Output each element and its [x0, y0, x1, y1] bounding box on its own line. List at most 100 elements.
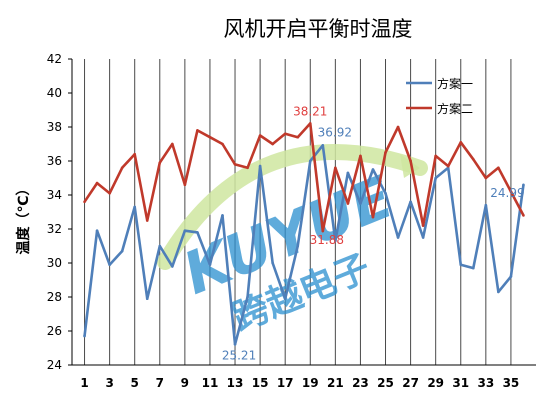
data-point-s2	[258, 134, 262, 137]
data-point-s1	[459, 263, 463, 267]
data-point-s1	[95, 229, 99, 232]
data-point-s1	[371, 168, 375, 171]
data-point-s1	[233, 343, 237, 346]
data-label: 38.21	[293, 104, 327, 118]
data-point-s1	[120, 249, 124, 253]
data-point-s2	[409, 159, 412, 163]
data-point-s2	[334, 166, 337, 170]
data-label: 36.92	[318, 125, 352, 139]
data-point-s1	[171, 265, 174, 268]
data-point-s2	[497, 166, 500, 170]
data-point-s2	[522, 214, 525, 217]
data-point-s2	[221, 142, 224, 146]
data-point-s1	[83, 334, 86, 338]
y-axis-label: 温度（℃）	[15, 182, 32, 255]
x-tick-label: 35	[503, 376, 520, 390]
data-labels: 38.21 36.92 31.88 25.21 24.99	[222, 104, 525, 362]
data-point-s2	[446, 164, 450, 168]
y-tick-label: 26	[47, 324, 62, 338]
x-tick-label: 13	[227, 376, 244, 390]
y-tick-label: 28	[47, 290, 62, 304]
data-label: 25.21	[222, 348, 256, 362]
x-tick-label: 33	[477, 376, 494, 390]
data-point-s2	[133, 152, 137, 156]
series-lines	[83, 122, 525, 346]
chart-title: 风机开启平衡时温度	[224, 17, 413, 41]
x-tick-label: 1	[80, 376, 88, 390]
x-tick-label: 27	[402, 376, 419, 390]
data-point-s2	[283, 132, 287, 136]
data-point-s2	[434, 154, 437, 158]
data-point-s2	[296, 135, 300, 139]
data-point-s1	[346, 171, 350, 175]
data-point-s1	[421, 236, 425, 239]
data-point-s2	[108, 192, 111, 195]
data-point-s2	[384, 151, 387, 154]
x-tick-label: 21	[327, 376, 344, 390]
data-point-s2	[509, 190, 513, 193]
data-label: 24.99	[490, 186, 524, 200]
data-point-s2	[371, 215, 375, 219]
y-tick-label: 30	[47, 256, 62, 270]
y-tick-labels: 24 26 28 30 32 34 36 38 40 42	[47, 52, 62, 372]
data-point-s2	[95, 181, 99, 185]
legend-label-2: 方案二	[437, 101, 473, 116]
data-point-s1	[471, 266, 475, 270]
x-tick-label: 25	[377, 376, 394, 390]
data-point-s1	[183, 229, 187, 232]
data-point-s1	[359, 202, 362, 205]
legend-label-1: 方案一	[437, 76, 473, 91]
y-tick-label: 32	[47, 222, 62, 236]
series-line-1	[83, 144, 525, 346]
watermark-arc-head	[400, 154, 420, 178]
data-point-s1	[484, 203, 488, 207]
data-point-s2	[158, 161, 162, 164]
y-tick-label: 40	[47, 86, 62, 100]
data-point-s2	[321, 229, 325, 233]
data-point-s2	[83, 200, 86, 204]
x-tick-label: 17	[277, 376, 294, 390]
data-point-s2	[308, 122, 312, 125]
data-point-s1	[384, 192, 387, 195]
data-point-s1	[434, 176, 437, 180]
y-tick-label: 42	[47, 52, 62, 66]
data-point-s1	[145, 297, 149, 301]
y-tick-label: 38	[47, 120, 62, 134]
data-point-s1	[271, 261, 274, 265]
x-tick-label: 23	[352, 376, 369, 390]
data-point-s2	[459, 141, 463, 144]
data-point-s2	[421, 224, 425, 227]
data-point-s1	[196, 231, 199, 234]
x-tick-label: 5	[131, 376, 139, 390]
data-point-s2	[233, 163, 237, 166]
x-tick-label: 11	[202, 376, 219, 390]
data-label: 31.88	[310, 233, 344, 247]
x-tick-label: 19	[302, 376, 319, 390]
data-point-s2	[484, 176, 488, 180]
data-point-s2	[171, 142, 174, 146]
data-point-s1	[509, 275, 513, 278]
x-tick-label: 3	[105, 376, 113, 390]
data-point-s1	[296, 244, 300, 248]
data-point-s1	[258, 164, 262, 168]
x-tick-label: 31	[452, 376, 469, 390]
data-point-s1	[321, 144, 325, 147]
x-tick-label: 15	[252, 376, 269, 390]
data-point-s2	[471, 158, 475, 161]
data-point-s2	[208, 135, 212, 139]
data-point-s1	[522, 183, 525, 187]
data-point-s1	[208, 263, 212, 267]
data-point-s2	[246, 166, 249, 170]
x-tick-label: 7	[156, 376, 164, 390]
x-tick-label: 9	[181, 376, 189, 390]
data-point-s1	[396, 236, 400, 239]
data-point-s1	[409, 200, 412, 204]
data-point-s2	[346, 202, 350, 205]
data-point-s2	[396, 125, 400, 129]
watermark-arc	[157, 144, 428, 270]
data-point-s2	[145, 219, 149, 222]
x-tick-label: 29	[427, 376, 444, 390]
data-point-s2	[183, 183, 187, 187]
